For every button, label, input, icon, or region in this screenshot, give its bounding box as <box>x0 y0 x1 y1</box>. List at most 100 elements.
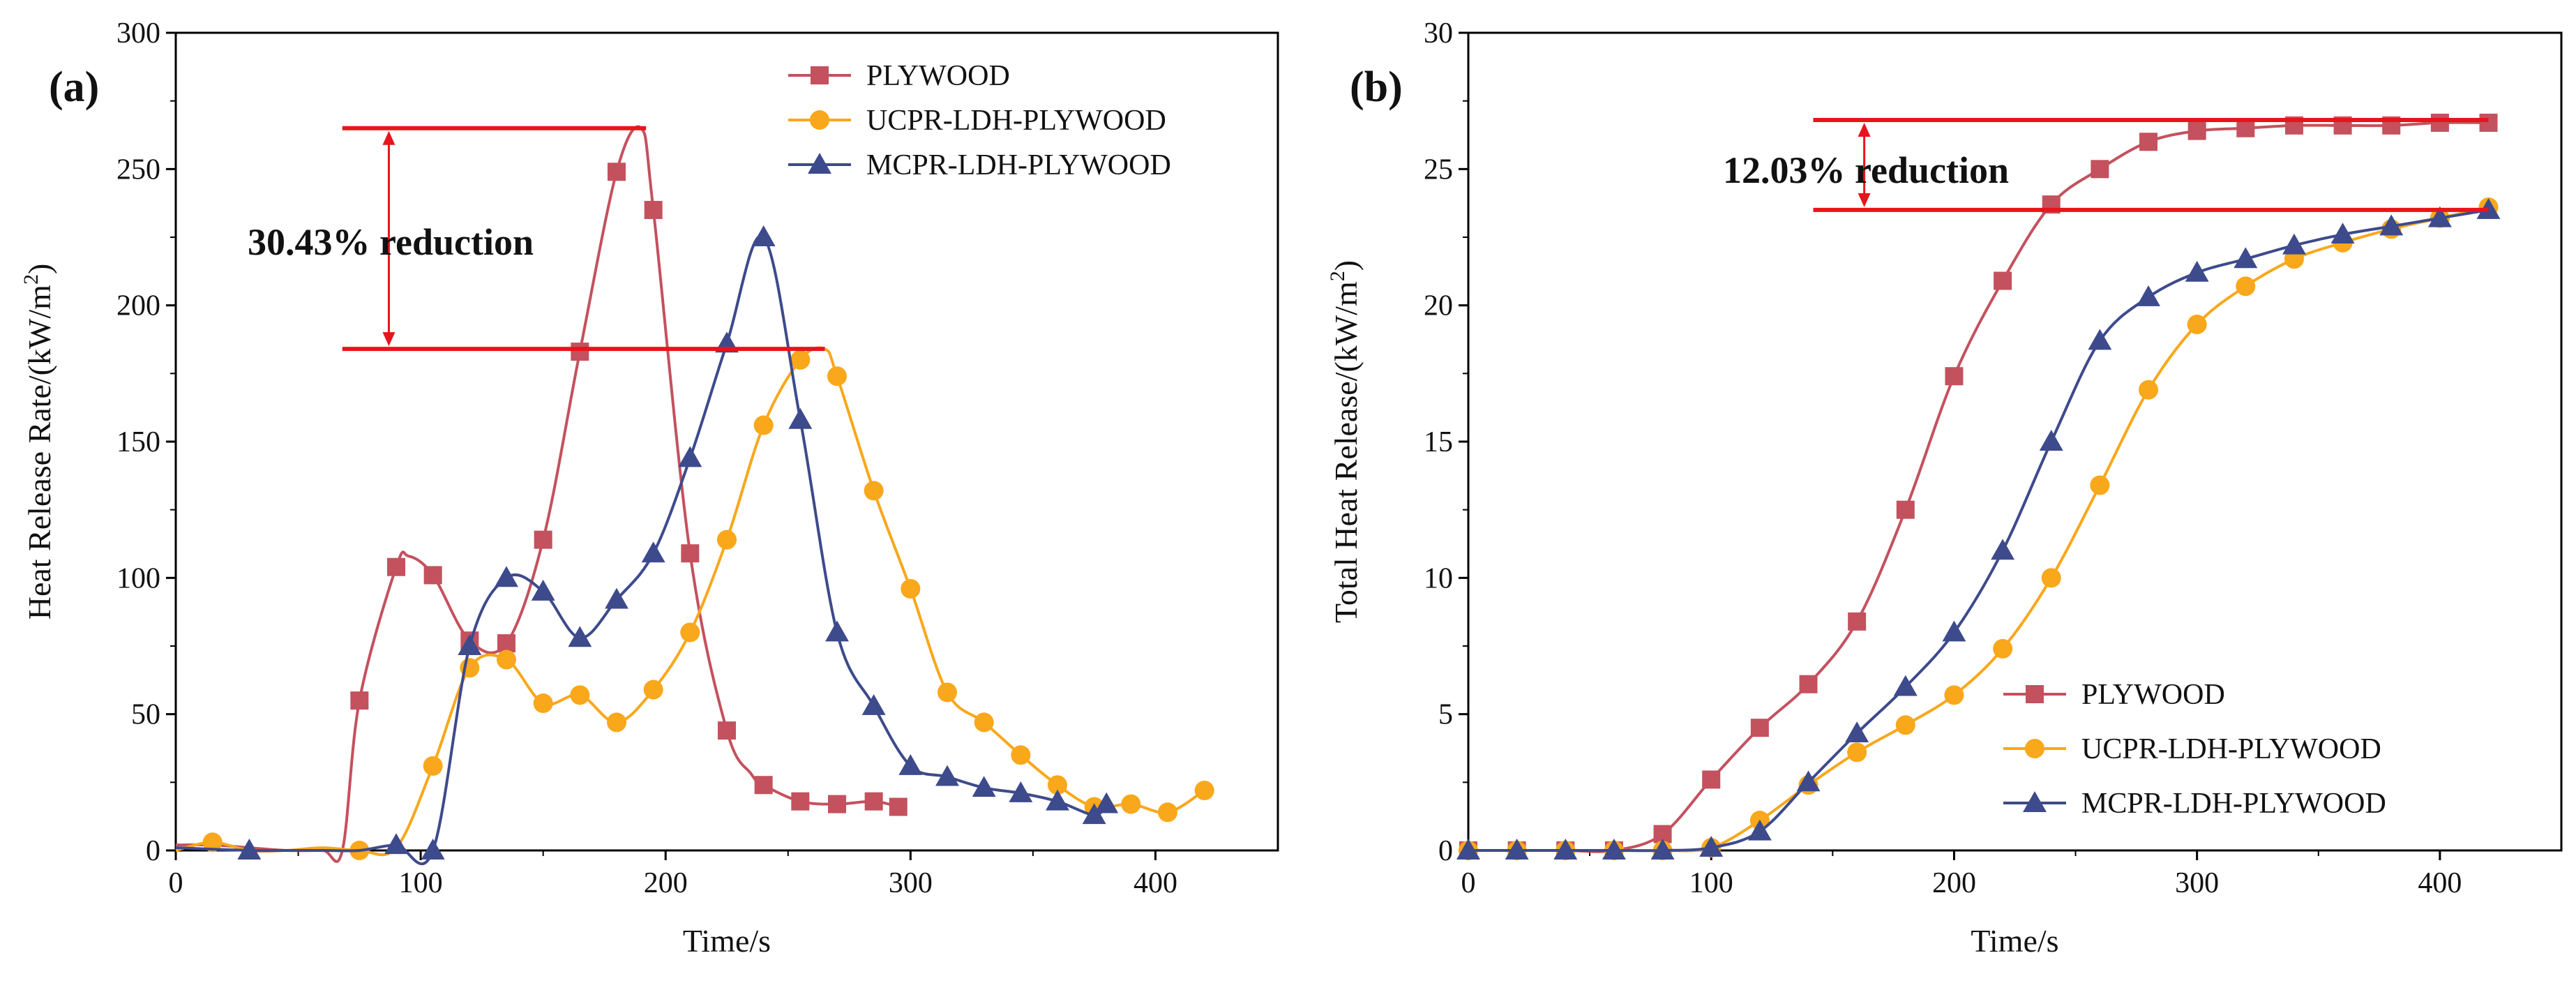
data-point-circle <box>827 366 847 387</box>
data-point-triangle <box>2039 430 2063 451</box>
x-tick-label: 200 <box>644 867 688 899</box>
annotation-arrow-head-down <box>1858 193 1871 207</box>
data-point-triangle <box>495 566 518 587</box>
x-tick-label: 0 <box>1461 867 1476 899</box>
data-point-triangle <box>825 620 849 642</box>
data-point-square <box>754 776 773 795</box>
data-point-circle <box>1993 638 2013 659</box>
y-tick-label: 200 <box>116 290 160 322</box>
legend-entry-label: PLYWOOD <box>866 60 1010 92</box>
data-point-circle <box>1048 775 1067 795</box>
data-point-triangle <box>788 407 813 429</box>
legend-marker-triangle <box>808 153 831 174</box>
y-tick-label: 150 <box>116 426 160 458</box>
data-point-triangle <box>1650 839 1675 860</box>
data-point-square <box>644 200 663 219</box>
y-tick-label: 25 <box>1424 153 1453 186</box>
data-point-square <box>1848 612 1867 631</box>
data-point-square <box>1799 675 1818 693</box>
data-point-circle <box>2041 568 2061 588</box>
data-point-square <box>423 566 442 585</box>
data-point-circle <box>974 712 994 733</box>
data-point-triangle <box>1456 839 1480 860</box>
legend-marker-triangle <box>2023 791 2047 812</box>
data-point-square <box>2187 121 2206 140</box>
data-point-square <box>2139 133 2158 151</box>
data-point-circle <box>1847 742 1867 763</box>
data-point-triangle <box>2234 247 2258 269</box>
y-tick-label: 50 <box>131 699 160 731</box>
data-point-triangle <box>2330 223 2355 244</box>
annotation-arrow-head-up <box>1858 123 1871 137</box>
data-point-triangle <box>605 587 628 609</box>
data-point-square <box>1750 719 1769 737</box>
data-point-triangle <box>1747 819 1772 841</box>
data-point-square <box>681 544 700 563</box>
data-point-triangle <box>1505 839 1529 860</box>
x-tick-label: 200 <box>1932 867 1976 899</box>
data-point-square <box>497 634 515 653</box>
data-point-square <box>608 163 626 181</box>
data-point-circle <box>937 682 957 703</box>
legend-entry-label: MCPR-LDH-PLYWOOD <box>866 149 1171 181</box>
y-tick-label: 0 <box>1438 835 1453 867</box>
chart-panel-a: 0 100 200 300 400 0 50 100 150 200 250 300 Time/s Hea… <box>20 17 1279 959</box>
y-tick-label: 0 <box>146 835 160 867</box>
data-point-triangle <box>1845 721 1869 742</box>
data-point-triangle <box>1553 839 1578 860</box>
annotation-arrow-head-up <box>382 130 396 145</box>
y-tick-label: 5 <box>1438 699 1453 731</box>
data-point-triangle <box>861 693 886 715</box>
x-tick-label: 0 <box>169 867 183 899</box>
data-point-square <box>718 721 736 740</box>
y-tick-label: 15 <box>1424 426 1453 458</box>
data-point-circle <box>2139 380 2159 400</box>
legend-marker-square <box>811 66 829 84</box>
data-point-square <box>534 530 552 549</box>
data-point-triangle <box>2379 214 2404 236</box>
data-point-triangle <box>1699 836 1724 857</box>
data-point-circle <box>202 832 223 853</box>
data-point-triangle <box>1094 792 1119 813</box>
data-point-square <box>1994 271 2012 290</box>
data-point-circle <box>2090 475 2110 495</box>
data-point-circle <box>533 693 553 714</box>
x-tick-label: 100 <box>1689 867 1733 899</box>
data-point-circle <box>570 685 590 705</box>
data-point-circle <box>497 650 516 670</box>
data-point-circle <box>753 415 774 435</box>
panel-label: (b) <box>1350 63 1403 111</box>
data-point-circle <box>607 712 626 733</box>
y-tick-label: 30 <box>1424 17 1453 50</box>
series-line-mcpr-ldh-plywood <box>175 234 1108 866</box>
data-point-circle <box>1194 781 1214 801</box>
data-point-triangle <box>1009 781 1033 802</box>
data-point-circle <box>1011 745 1031 765</box>
data-point-triangle <box>2427 206 2452 227</box>
data-point-circle <box>717 530 737 550</box>
data-point-square <box>2430 113 2449 132</box>
legend-entry-label: MCPR-LDH-PLYWOOD <box>2081 788 2386 820</box>
x-tick-label: 100 <box>399 867 443 899</box>
x-tick-label: 300 <box>2175 867 2219 899</box>
legend-marker-circle <box>810 110 829 130</box>
data-point-circle <box>2236 276 2256 297</box>
data-point-square <box>1945 367 1964 386</box>
data-point-triangle <box>1893 675 1918 696</box>
data-point-triangle <box>458 634 482 655</box>
data-point-square <box>1896 500 1915 519</box>
data-point-triangle <box>237 839 262 860</box>
y-tick-label: 300 <box>116 17 160 50</box>
x-tick-label: 300 <box>889 867 933 899</box>
data-point-circle <box>864 481 884 501</box>
data-point-square <box>2091 160 2109 179</box>
x-axis-title: Time/s <box>1971 923 2058 959</box>
data-point-circle <box>790 350 811 370</box>
data-point-square <box>1702 770 1721 789</box>
data-point-circle <box>1895 715 1915 735</box>
data-point-triangle <box>568 626 592 647</box>
y-tick-label: 100 <box>116 562 160 594</box>
data-point-triangle <box>1991 539 2015 560</box>
